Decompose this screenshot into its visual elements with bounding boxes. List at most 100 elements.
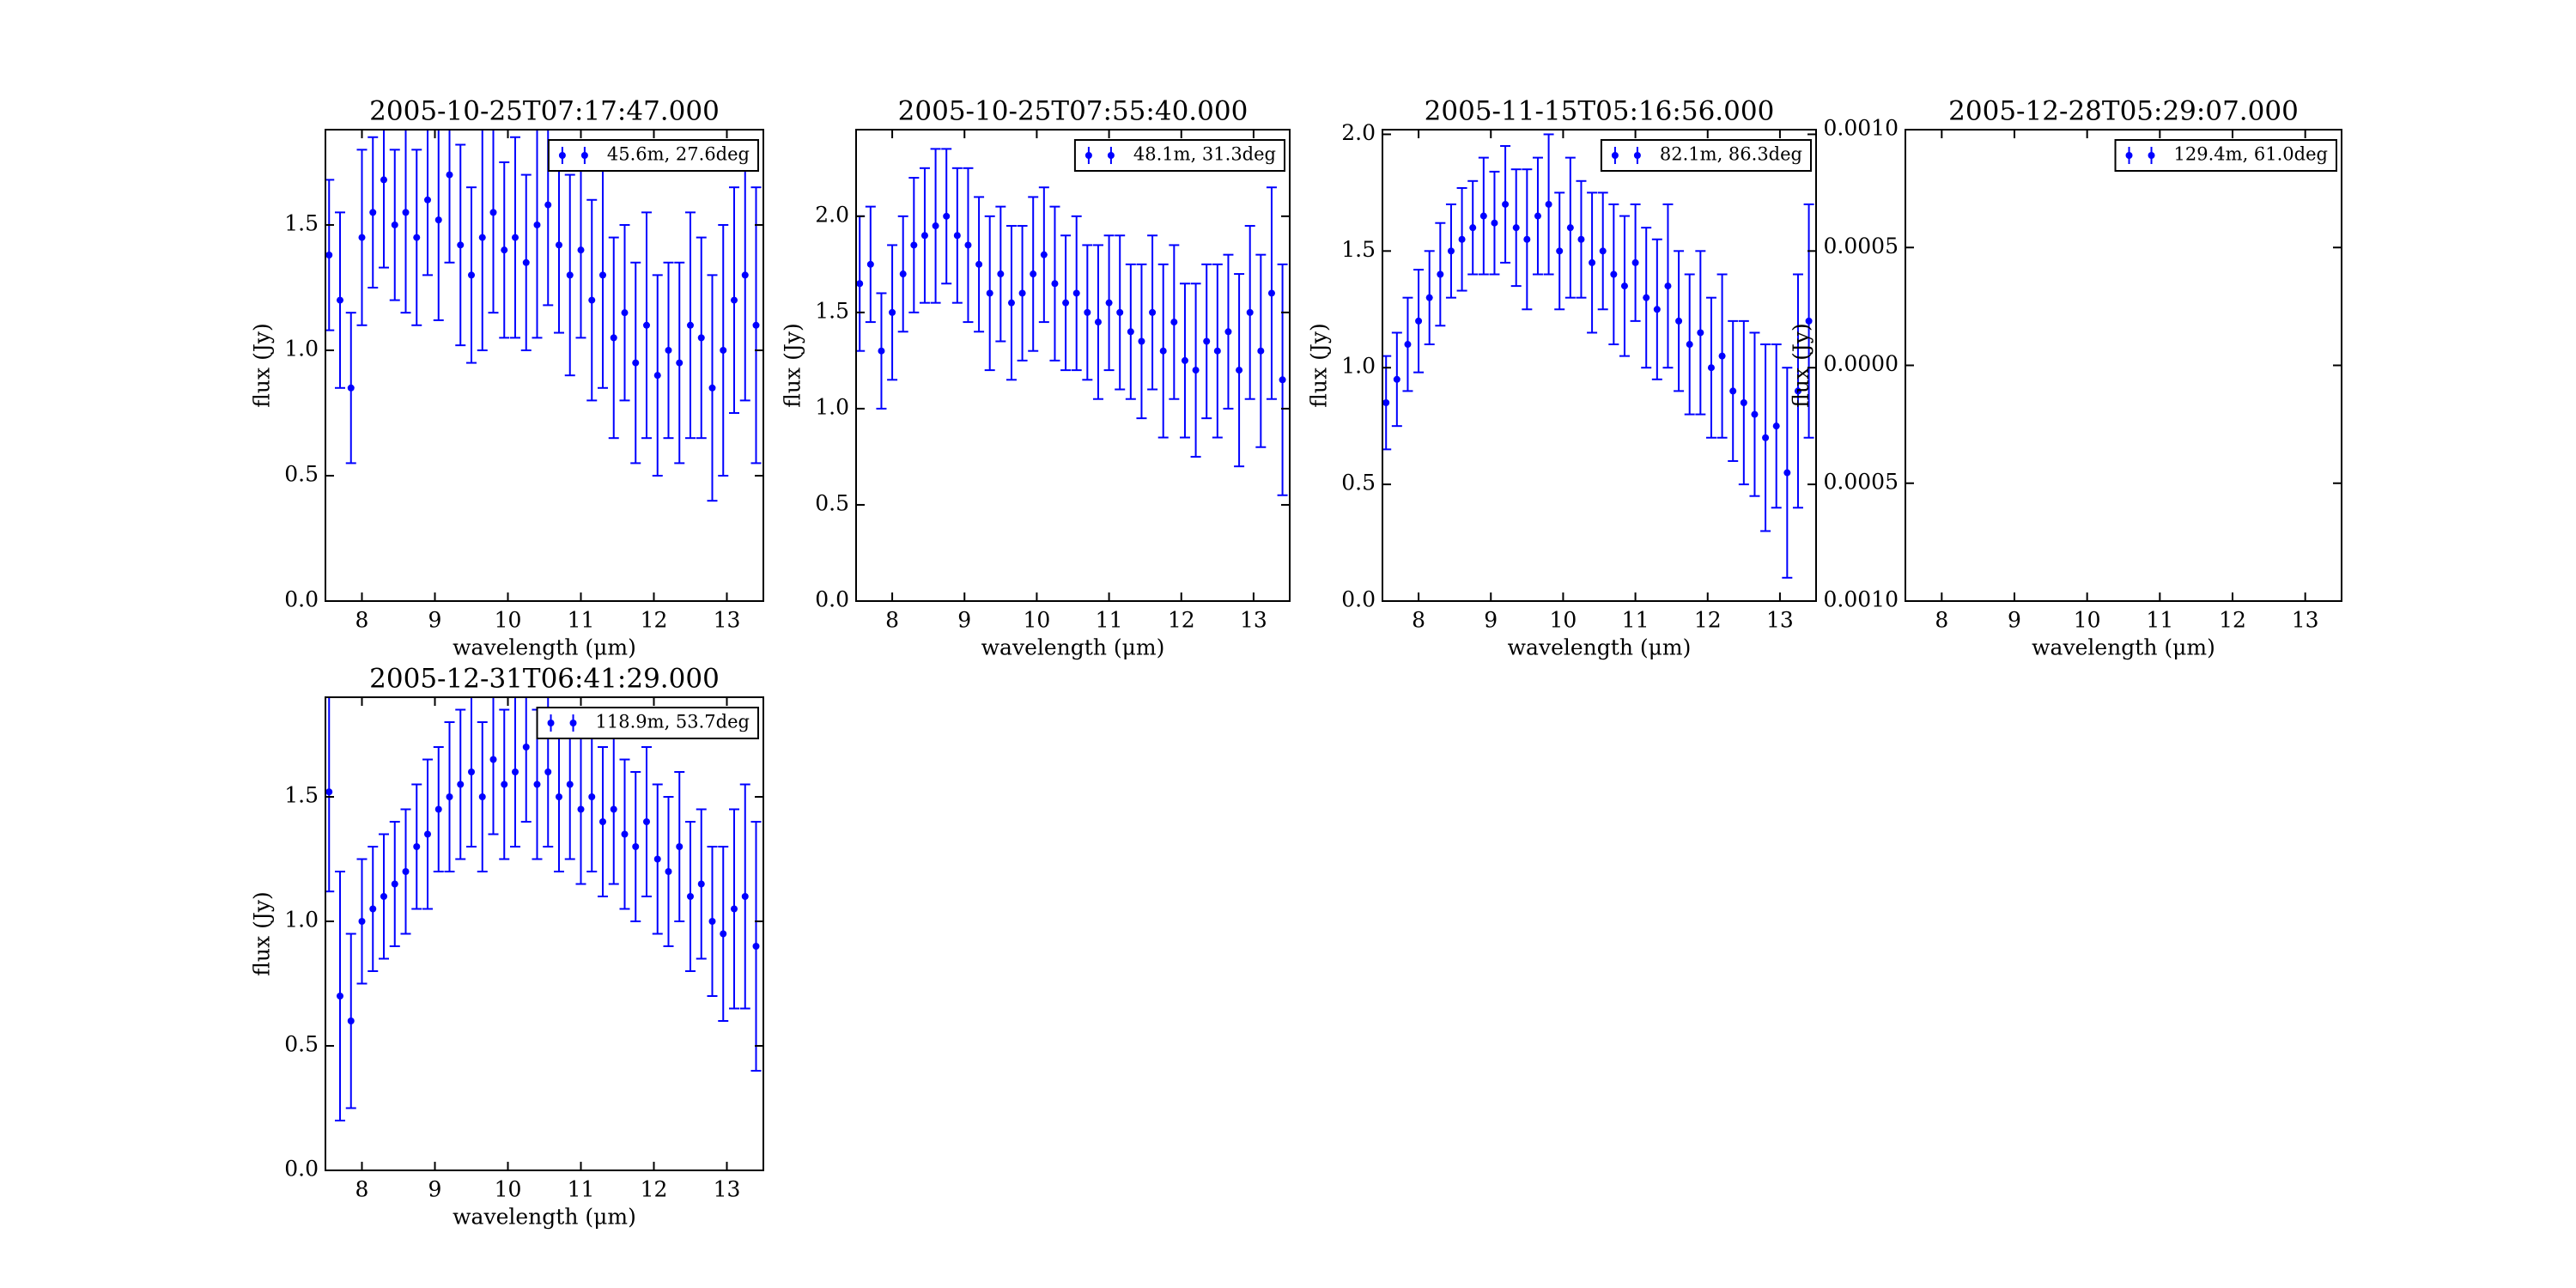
- point: [1545, 200, 1552, 208]
- point: [1599, 247, 1607, 255]
- x-tick-label: 9: [2008, 608, 2021, 633]
- point: [1267, 289, 1275, 297]
- x-tick-label: 8: [1412, 608, 1425, 633]
- axes-frame: [1382, 129, 1817, 602]
- point: [943, 212, 951, 220]
- x-tick-label: 8: [355, 608, 369, 633]
- point: [932, 222, 939, 230]
- x-axis-label: wavelength (μm): [453, 635, 636, 660]
- point: [566, 781, 574, 788]
- x-tick-label: 11: [568, 608, 595, 633]
- point: [687, 321, 694, 329]
- y-tick-label: 0.0005: [1824, 234, 1899, 258]
- point: [1502, 200, 1510, 208]
- y-tick-label: 0.0010: [1824, 587, 1899, 612]
- point: [1805, 317, 1813, 325]
- point: [653, 855, 661, 863]
- point: [1138, 337, 1145, 345]
- point: [325, 252, 333, 259]
- point: [643, 321, 650, 329]
- y-tick-label: 1.5: [1341, 237, 1376, 262]
- point: [643, 818, 650, 825]
- point: [1040, 251, 1048, 258]
- point: [632, 843, 640, 850]
- point: [752, 943, 760, 950]
- legend-symbol: [2148, 152, 2155, 159]
- point: [1675, 317, 1683, 325]
- x-tick-label: 11: [1096, 608, 1123, 633]
- point: [889, 308, 896, 316]
- point: [1051, 280, 1059, 288]
- point: [1084, 308, 1091, 316]
- legend-label: 48.1m, 31.3deg: [1133, 144, 1276, 165]
- point: [1577, 235, 1585, 243]
- point: [1589, 258, 1596, 266]
- y-tick-label: 0.5: [815, 490, 849, 515]
- point: [741, 271, 749, 279]
- point: [512, 769, 519, 775]
- point: [741, 893, 749, 900]
- point: [434, 805, 442, 813]
- legend-label: 129.4m, 61.0deg: [2174, 144, 2328, 165]
- point: [533, 221, 541, 228]
- point: [653, 372, 661, 380]
- point: [1105, 299, 1113, 307]
- point: [1697, 329, 1704, 337]
- y-tick-label: 1.5: [284, 210, 319, 235]
- point: [964, 241, 972, 249]
- point: [676, 843, 683, 850]
- point: [1534, 212, 1541, 220]
- point: [337, 296, 343, 304]
- point: [325, 788, 333, 796]
- x-tick-label: 10: [2074, 608, 2101, 633]
- y-tick-label: 1.0: [284, 336, 319, 361]
- legend-symbol: [547, 720, 555, 726]
- point: [1116, 308, 1124, 316]
- point: [910, 241, 918, 249]
- point: [468, 271, 475, 279]
- point: [522, 258, 530, 266]
- point: [1393, 375, 1400, 383]
- point: [402, 209, 410, 216]
- point: [1279, 376, 1286, 384]
- x-tick-label: 10: [495, 1177, 522, 1202]
- point: [478, 793, 486, 800]
- point: [1566, 224, 1574, 232]
- chart-title: 2005-11-15T05:16:56.000: [1425, 96, 1775, 127]
- x-tick-label: 12: [641, 1177, 668, 1202]
- point: [457, 241, 465, 249]
- axes-frame: [325, 129, 764, 602]
- x-tick-label: 11: [568, 1177, 595, 1202]
- point: [1479, 212, 1487, 220]
- point: [1062, 299, 1070, 307]
- point: [1181, 356, 1188, 364]
- point: [1751, 410, 1759, 418]
- x-tick-label: 13: [1766, 608, 1794, 633]
- x-tick-label: 11: [1622, 608, 1649, 633]
- y-tick-label: 2.0: [1341, 120, 1376, 145]
- legend-symbol: [569, 720, 577, 726]
- point: [358, 918, 366, 925]
- x-tick-label: 9: [957, 608, 971, 633]
- point: [1018, 289, 1026, 297]
- point: [1437, 270, 1444, 278]
- point: [676, 359, 683, 367]
- point: [369, 905, 377, 913]
- point: [512, 234, 519, 241]
- point: [588, 296, 596, 304]
- x-tick-label: 13: [1240, 608, 1267, 633]
- point: [731, 905, 738, 913]
- point: [501, 781, 508, 788]
- point: [1762, 434, 1770, 441]
- point: [610, 805, 617, 813]
- point: [577, 805, 585, 813]
- point: [632, 359, 640, 367]
- point: [478, 234, 486, 241]
- point: [1740, 398, 1747, 406]
- point: [878, 347, 885, 355]
- point: [1404, 341, 1412, 349]
- point: [953, 232, 961, 240]
- point: [1094, 319, 1102, 326]
- x-tick-label: 8: [885, 608, 899, 633]
- point: [665, 868, 672, 875]
